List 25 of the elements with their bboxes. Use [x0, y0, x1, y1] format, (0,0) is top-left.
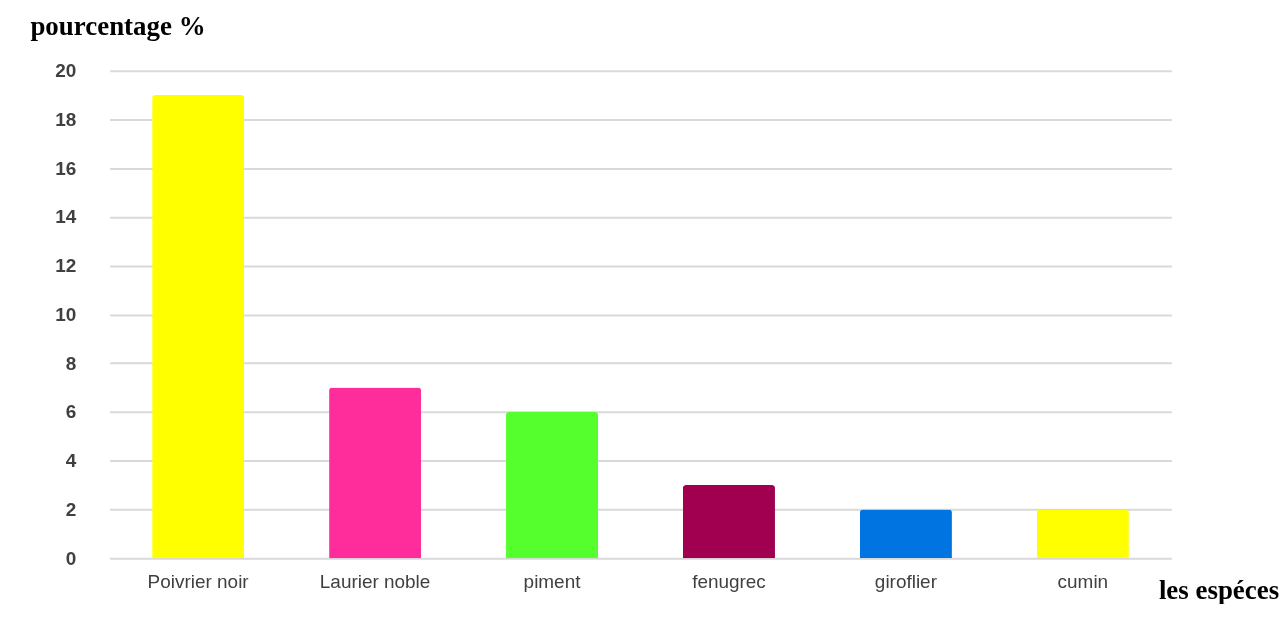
y-tick-label: 12: [55, 255, 77, 277]
y-tick-label: 18: [55, 108, 77, 130]
y-tick-label: 6: [65, 401, 77, 423]
bar: [506, 411, 599, 559]
y-tick-label: 4: [65, 450, 77, 472]
y-tick-label: 8: [65, 352, 77, 374]
y-tick-label: 0: [65, 547, 77, 569]
bar: [329, 387, 422, 559]
x-tick-label: piment: [523, 570, 582, 592]
x-tick-label: Poivrier noir: [147, 570, 249, 592]
y-tick-label: 20: [55, 60, 77, 82]
y-tick-label: 2: [65, 498, 77, 520]
x-axis-title: les espéces: [1158, 574, 1279, 605]
bar: [859, 509, 952, 559]
y-tick-label: 16: [55, 157, 77, 179]
bar: [682, 485, 775, 559]
y-tick-label: 14: [55, 206, 77, 228]
y-tick-label: 10: [55, 303, 77, 325]
x-tick-label: Laurier noble: [319, 570, 431, 592]
bar: [1036, 509, 1129, 559]
y-axis-title: pourcentage %: [30, 11, 206, 42]
bar: [152, 95, 245, 559]
x-tick-label: giroflier: [874, 570, 937, 592]
x-tick-label: cumin: [1057, 570, 1109, 592]
x-tick-label: fenugrec: [692, 570, 766, 592]
